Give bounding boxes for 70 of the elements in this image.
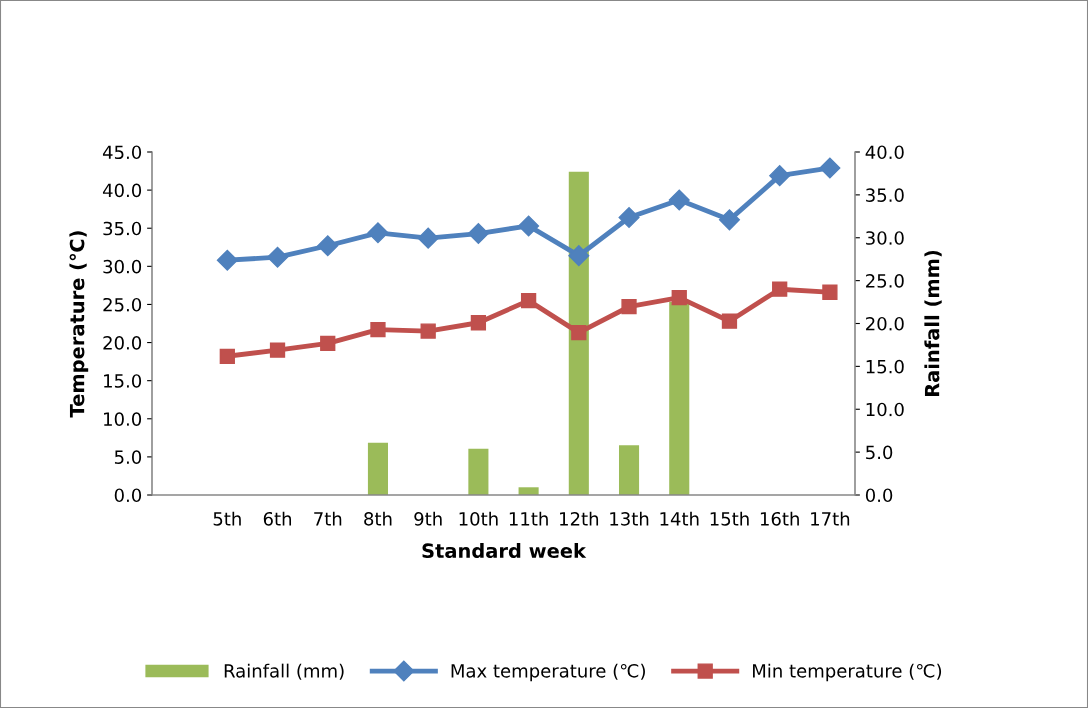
bar — [568, 171, 589, 495]
y2-axis-title: Rainfall (mm) — [924, 250, 942, 396]
point — [618, 207, 640, 229]
point — [769, 165, 791, 187]
legend-label: Min temperature (℃) — [753, 663, 942, 682]
y2-tick-label: 25.0 — [866, 274, 904, 288]
y-tick-label: 35.0 — [103, 221, 142, 236]
y2-tick-label: 5.0 — [866, 445, 893, 460]
y-tick-label: 45.0 — [102, 145, 142, 160]
point — [668, 189, 690, 211]
point — [216, 249, 238, 271]
y2-tick-label: 0.0 — [865, 488, 893, 503]
point — [467, 223, 489, 245]
y2-tick-label: 15.0 — [866, 359, 904, 374]
point — [219, 348, 235, 364]
point — [671, 289, 687, 306]
point — [518, 215, 540, 237]
point — [267, 246, 289, 268]
x-tick-label: 17th — [811, 511, 850, 526]
x-tick-label: 6th — [263, 511, 292, 526]
point — [470, 315, 487, 331]
legend-label: Rainfall (mm) — [224, 663, 344, 680]
legend-label: Max temperature (℃) — [451, 663, 645, 682]
point — [819, 157, 841, 179]
point — [417, 227, 439, 249]
point — [269, 342, 286, 358]
y-tick-label: 5.0 — [114, 450, 142, 465]
point — [721, 313, 738, 329]
point — [568, 245, 590, 267]
point — [370, 321, 386, 338]
y-tick-label: 30.0 — [103, 259, 142, 274]
x-tick-label: 9th — [414, 511, 442, 526]
x-tick-label: 15th — [710, 511, 749, 526]
y-tick-label: 0.0 — [114, 488, 142, 503]
point — [822, 284, 838, 300]
y2-tick-label: 35.0 — [866, 188, 904, 202]
point — [367, 222, 389, 244]
bar — [367, 442, 389, 495]
y-tick-label: 40.0 — [102, 183, 142, 198]
x-tick-label: 7th — [314, 511, 342, 526]
point — [621, 299, 637, 315]
y-tick-label: 20.0 — [103, 336, 142, 350]
y-tick-label: 15.0 — [104, 374, 142, 388]
x-axis-title: Standard week — [422, 543, 587, 559]
point — [317, 235, 339, 257]
point — [718, 209, 740, 231]
bar — [669, 302, 690, 495]
y-axis-title: Temperature (℃) — [69, 231, 89, 418]
x-tick-label: 14th — [660, 511, 699, 526]
bar — [518, 487, 539, 495]
x-tick-label: 10th — [459, 511, 498, 526]
bar — [468, 448, 489, 495]
x-tick-label: 13th — [610, 511, 649, 526]
y2-tick-label: 40.0 — [865, 145, 904, 160]
y-tick-label: 25.0 — [103, 297, 142, 312]
point — [520, 292, 537, 309]
x-tick-label: 8th — [364, 511, 392, 526]
x-tick-label: 5th — [213, 511, 241, 526]
x-tick-label: 12th — [560, 511, 599, 526]
x-tick-label: 11th — [509, 511, 548, 526]
point — [320, 335, 336, 351]
point — [420, 323, 436, 339]
y2-tick-label: 20.0 — [866, 316, 904, 331]
point — [571, 325, 587, 341]
y2-tick-label: 10.0 — [866, 402, 904, 417]
y-tick-label: 10.0 — [104, 412, 142, 426]
bar — [618, 445, 640, 495]
x-tick-label: 16th — [760, 511, 799, 526]
point — [772, 281, 788, 297]
y2-tick-label: 30.0 — [866, 231, 904, 245]
